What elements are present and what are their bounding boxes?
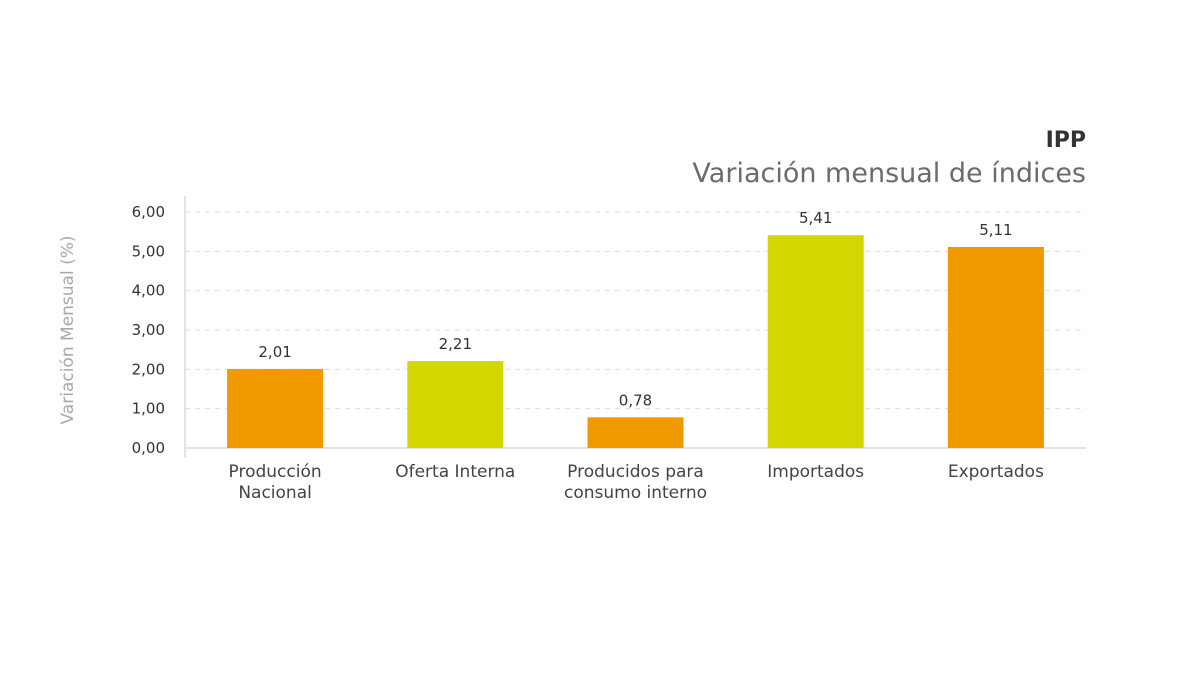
x-tick-label: Importados	[767, 462, 864, 482]
x-tick-label: Exportados	[948, 462, 1044, 482]
y-tick-label: 1,00	[132, 400, 165, 418]
data-label: 2,21	[439, 335, 472, 353]
x-tick-label: Oferta Interna	[395, 462, 515, 482]
x-tick-label: Producidos para consumo interno	[564, 462, 707, 503]
bar	[767, 235, 864, 448]
bar	[227, 368, 324, 448]
bar	[587, 417, 684, 448]
data-label: 2,01	[258, 343, 291, 361]
chart-subtitle: Variación mensual de índices	[692, 158, 1086, 189]
data-label: 0,78	[619, 391, 652, 409]
y-tick-label: 2,00	[132, 360, 165, 378]
bar	[947, 247, 1044, 448]
data-label: 5,11	[979, 221, 1012, 239]
y-tick-label: 5,00	[132, 242, 165, 260]
y-tick-label: 3,00	[132, 321, 165, 339]
chart-title: IPP	[1045, 128, 1086, 153]
data-label: 5,41	[799, 209, 832, 227]
bar	[407, 361, 504, 448]
y-tick-label: 4,00	[132, 282, 165, 300]
y-tick-label: 6,00	[132, 203, 165, 221]
y-tick-label: 0,00	[132, 439, 165, 457]
x-tick-label: Producción Nacional	[229, 462, 322, 503]
y-axis-title: Variación Mensual (%)	[58, 235, 78, 424]
